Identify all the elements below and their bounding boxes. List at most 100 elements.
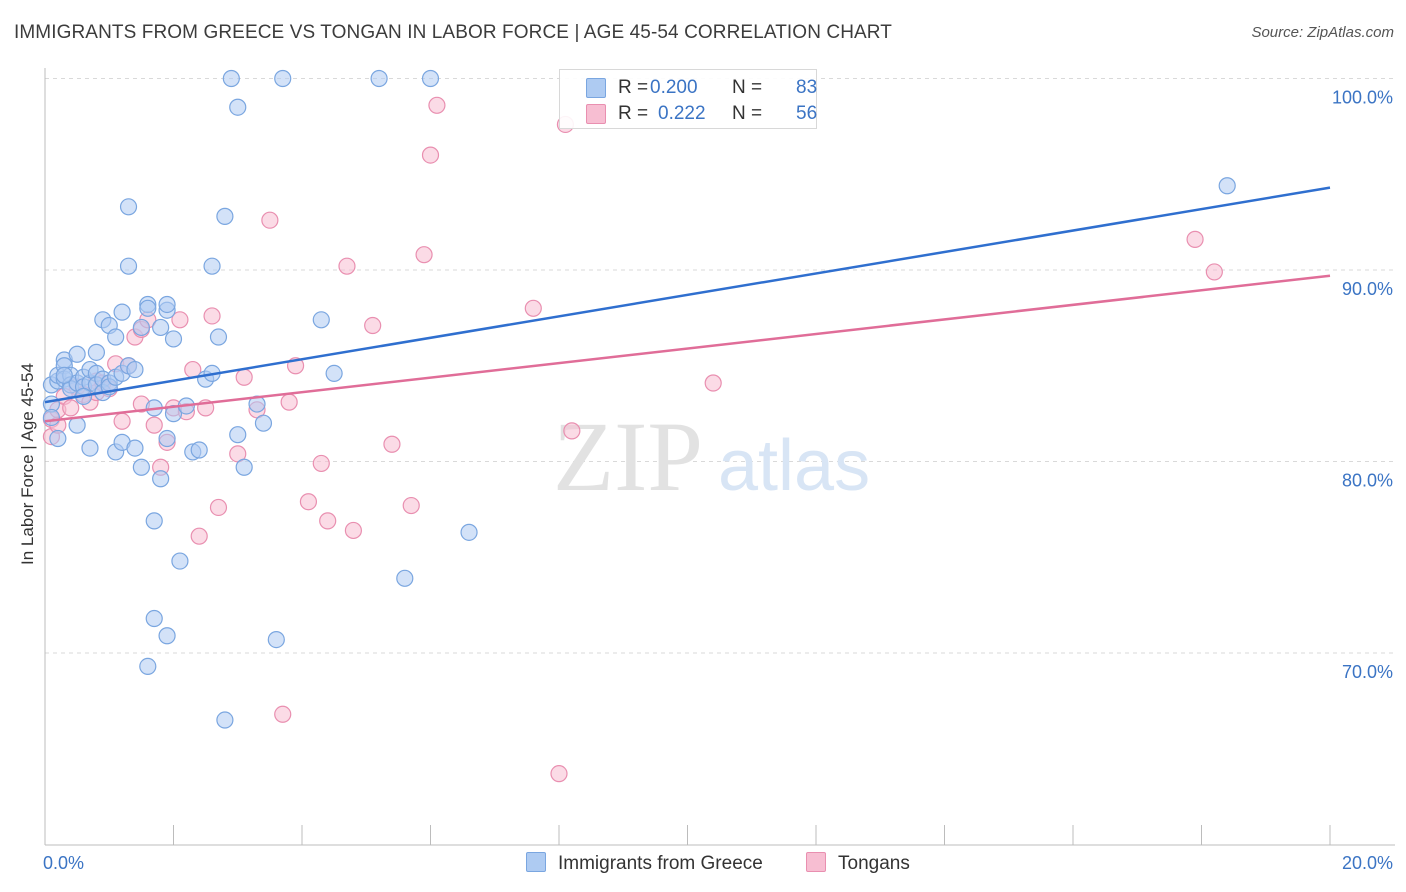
x-tick-label-min: 0.0%	[43, 853, 84, 873]
point-tongans	[62, 399, 80, 417]
point-greece	[229, 426, 247, 444]
point-greece	[126, 360, 144, 379]
y-tick-label: 90.0%	[1342, 279, 1393, 299]
point-greece	[81, 439, 99, 457]
point-tongans	[524, 299, 542, 317]
point-greece	[312, 311, 330, 329]
y-axis-label: In Labor Force | Age 45-54	[18, 363, 37, 565]
point-greece	[119, 198, 138, 216]
point-greece	[158, 627, 176, 645]
point-tongans	[338, 257, 356, 275]
point-tongans	[364, 316, 382, 335]
point-greece	[370, 69, 388, 88]
bottom-legend-label: Immigrants from Greece	[558, 853, 763, 874]
legend-swatch-pink	[586, 104, 606, 124]
point-greece	[396, 569, 414, 587]
series-greece	[42, 69, 1236, 729]
x-tick-label-max: 20.0%	[1342, 853, 1393, 873]
legend-n-label: N =	[732, 103, 763, 124]
point-tongans	[235, 368, 253, 386]
point-tongans	[402, 496, 420, 515]
legend-r-value: 0.200	[650, 77, 698, 98]
point-greece	[158, 295, 176, 314]
legend-n-label: N =	[732, 77, 763, 98]
axes	[44, 68, 1395, 846]
point-tongans	[209, 498, 228, 517]
point-greece	[235, 458, 253, 476]
point-tongans	[1205, 263, 1223, 281]
legend-n-value: 56	[796, 103, 818, 124]
point-tongans	[421, 146, 440, 164]
legend-r-label: R =	[618, 77, 649, 98]
point-tongans	[704, 374, 722, 392]
y-tick-label: 80.0%	[1342, 471, 1393, 491]
point-tongans	[550, 765, 568, 783]
point-tongans	[274, 705, 292, 723]
point-greece	[49, 429, 67, 448]
point-greece	[113, 303, 131, 321]
source-label: Source: ZipAtlas.com	[1251, 24, 1394, 41]
bottom-legend-greece: Immigrants from Greece	[526, 852, 763, 875]
point-tongans	[415, 246, 433, 264]
point-tongans	[190, 527, 208, 545]
series-tongans	[42, 96, 1223, 783]
point-greece	[203, 257, 221, 275]
y-tick-label: 100.0%	[1332, 88, 1393, 108]
bottom-legend-swatch-blue	[526, 852, 546, 872]
trend-line-greece	[44, 186, 1331, 404]
trend-lines	[44, 186, 1331, 423]
point-greece	[152, 318, 170, 337]
y-tick-label: 70.0%	[1342, 662, 1393, 682]
point-greece	[139, 299, 157, 317]
trend-line-tongans	[44, 274, 1331, 423]
point-tongans	[428, 96, 446, 114]
point-tongans	[145, 416, 163, 434]
point-greece	[1218, 177, 1236, 195]
point-tongans	[383, 435, 401, 453]
point-greece	[132, 318, 150, 337]
watermark: ZIP atlas	[553, 401, 870, 512]
gridlines	[45, 78, 1395, 654]
legend-swatch-blue	[586, 78, 606, 98]
point-greece	[87, 343, 106, 361]
point-greece	[274, 69, 292, 88]
tick-labels: 70.0% 80.0% 90.0% 100.0% 0.0% 20.0%	[43, 88, 1393, 874]
point-greece	[460, 523, 478, 541]
point-greece	[209, 328, 228, 346]
legend-r-label: R =	[618, 103, 649, 124]
bottom-legend-tongans: Tongans	[806, 852, 910, 875]
point-greece	[68, 345, 86, 363]
point-greece	[171, 552, 189, 570]
point-tongans	[203, 307, 221, 325]
point-greece	[229, 98, 247, 116]
point-greece	[42, 408, 61, 427]
point-greece	[158, 429, 176, 448]
legend-r-value: 0.222	[658, 103, 706, 124]
point-tongans	[171, 311, 189, 329]
bottom-legend-label: Tongans	[838, 853, 910, 874]
point-tongans	[1186, 230, 1204, 248]
point-greece	[126, 439, 144, 457]
point-greece	[164, 330, 183, 348]
point-greece	[55, 366, 73, 384]
point-greece	[254, 414, 273, 432]
legend-n-value: 83	[796, 77, 818, 98]
point-greece	[145, 609, 163, 628]
watermark-zip: ZIP	[553, 401, 703, 512]
bottom-legend-swatch-pink	[806, 852, 826, 872]
point-greece	[107, 328, 125, 346]
point-tongans	[563, 422, 581, 440]
watermark-atlas: atlas	[718, 426, 870, 506]
point-tongans	[344, 521, 362, 540]
point-greece	[222, 69, 240, 88]
point-greece	[119, 257, 138, 275]
point-tongans	[299, 493, 318, 511]
point-tongans	[261, 211, 279, 229]
point-greece	[152, 470, 170, 488]
point-greece	[421, 69, 440, 88]
point-tongans	[113, 412, 131, 430]
point-greece	[145, 512, 163, 530]
point-greece	[267, 630, 285, 649]
point-greece	[132, 458, 150, 476]
